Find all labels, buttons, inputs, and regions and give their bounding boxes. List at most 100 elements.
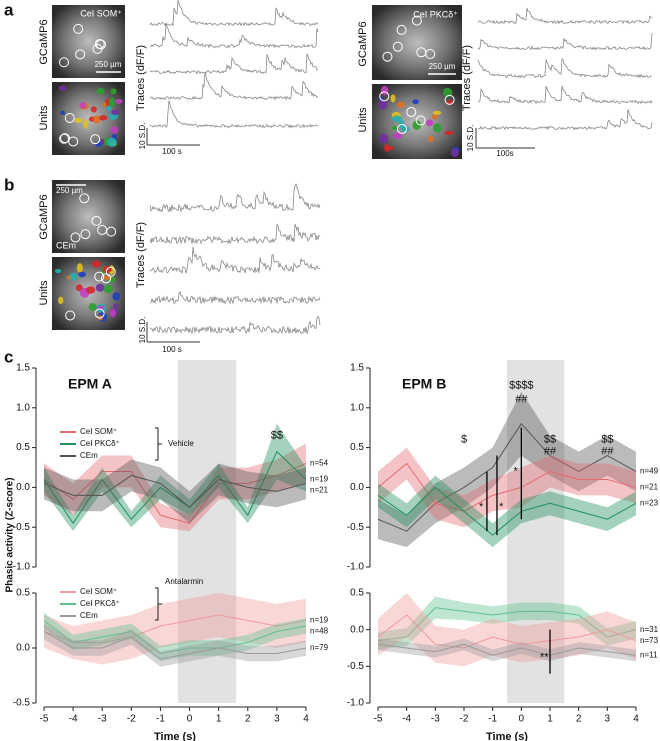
x-tick-label: -5 <box>40 714 49 725</box>
x-tick-label: -1 <box>488 714 497 725</box>
roi <box>411 15 422 26</box>
roi <box>379 91 390 102</box>
unit-blob <box>392 132 403 140</box>
annotation: ## <box>515 394 528 406</box>
image <box>52 180 125 253</box>
unit-blob <box>412 99 419 105</box>
annotation: ## <box>544 445 557 457</box>
legend-label: CeI SOM⁺ <box>80 587 117 596</box>
roi <box>396 24 407 35</box>
image <box>52 5 125 78</box>
roi <box>425 48 436 59</box>
x-tick-label: -3 <box>98 714 107 725</box>
roi <box>59 133 70 144</box>
highlight <box>507 360 565 580</box>
unit-blob <box>69 272 78 281</box>
annotation: * <box>499 501 504 513</box>
y-tick-label: -1.0 <box>347 698 365 709</box>
roi <box>73 23 84 34</box>
unit-blob <box>90 106 97 113</box>
scale-label: 250 µm <box>56 186 83 195</box>
annotation: ** <box>540 651 549 663</box>
annotation: $ <box>461 434 467 446</box>
unit-blob <box>106 105 112 112</box>
trace <box>149 246 321 274</box>
y-tick-label: -0.5 <box>347 522 365 533</box>
roi <box>101 273 112 284</box>
trace <box>477 109 653 131</box>
roi <box>70 232 81 243</box>
legend-label: CEm <box>80 611 98 620</box>
y-tick-label: 0.5 <box>16 442 30 453</box>
row-label: Units <box>38 280 50 306</box>
trace <box>149 100 319 129</box>
unit-blob <box>378 99 388 110</box>
scale-label: 250 µm <box>95 60 122 69</box>
scale-label: 10 S.D. <box>466 125 475 152</box>
panel-label: b <box>4 175 14 194</box>
unit-blob <box>425 119 434 127</box>
traces-label: Traces (dF/F) <box>461 45 473 111</box>
y-tick-label: -0.5 <box>13 698 31 709</box>
roi <box>68 136 79 147</box>
y-tick-label: 0.5 <box>350 442 364 453</box>
annotation: $$ <box>271 430 283 442</box>
series-line <box>377 643 637 656</box>
annotation: $$$$ <box>509 379 533 391</box>
scale-label: 100 s <box>162 345 182 354</box>
roi <box>94 308 105 319</box>
n-label: n=79 <box>310 643 329 652</box>
unit-blob <box>60 110 66 116</box>
unit-blob <box>391 125 397 131</box>
error-band <box>378 593 636 667</box>
unit-blob <box>396 101 405 109</box>
error-band <box>44 443 306 532</box>
series-line <box>43 450 307 525</box>
trace <box>477 57 652 79</box>
error-band <box>378 638 636 662</box>
n-label: n=19 <box>310 616 329 625</box>
highlight <box>507 580 565 703</box>
highlight <box>177 360 237 580</box>
trace <box>149 0 319 27</box>
roi <box>80 229 91 240</box>
roi <box>94 271 105 282</box>
annotation: $$ <box>601 434 613 446</box>
y-tick-label: 0.0 <box>16 643 30 654</box>
legend-bracket <box>155 587 162 621</box>
unit-blob <box>401 126 410 133</box>
x-tick-label: 1 <box>216 714 222 725</box>
x-tick-label: 4 <box>633 714 639 725</box>
unit-blob <box>110 88 117 95</box>
error-band <box>44 612 306 662</box>
x-tick-label: -4 <box>402 714 411 725</box>
y-tick-label: 0.0 <box>16 482 30 493</box>
unit-blob <box>111 109 120 115</box>
trace <box>149 290 321 305</box>
y-tick-label: 0.5 <box>16 588 30 599</box>
chart-title: EPM A <box>68 376 112 392</box>
annotation: * <box>479 501 484 513</box>
unit-blob <box>58 85 67 91</box>
error-band <box>44 459 306 524</box>
roi <box>90 134 101 145</box>
decor <box>52 0 653 343</box>
roi <box>79 193 90 204</box>
unit-blob <box>88 303 97 311</box>
legend-title: Antalarmin <box>165 577 203 586</box>
roi <box>392 41 403 52</box>
unit-blob <box>113 303 119 309</box>
y-tick-label: 0.0 <box>350 482 364 493</box>
unit-blob <box>74 117 83 124</box>
unit-blob <box>110 126 119 134</box>
legend-label: CeI PKCδ⁺ <box>80 599 120 608</box>
traces-label: Traces (dF/F) <box>135 222 147 288</box>
row-label: GCaMP6 <box>357 21 369 66</box>
image-label: CEm <box>56 240 76 250</box>
trace <box>149 53 319 75</box>
roi <box>64 112 75 123</box>
trace <box>477 32 653 51</box>
unit-blob <box>109 309 116 318</box>
n-label: n=54 <box>310 459 329 468</box>
